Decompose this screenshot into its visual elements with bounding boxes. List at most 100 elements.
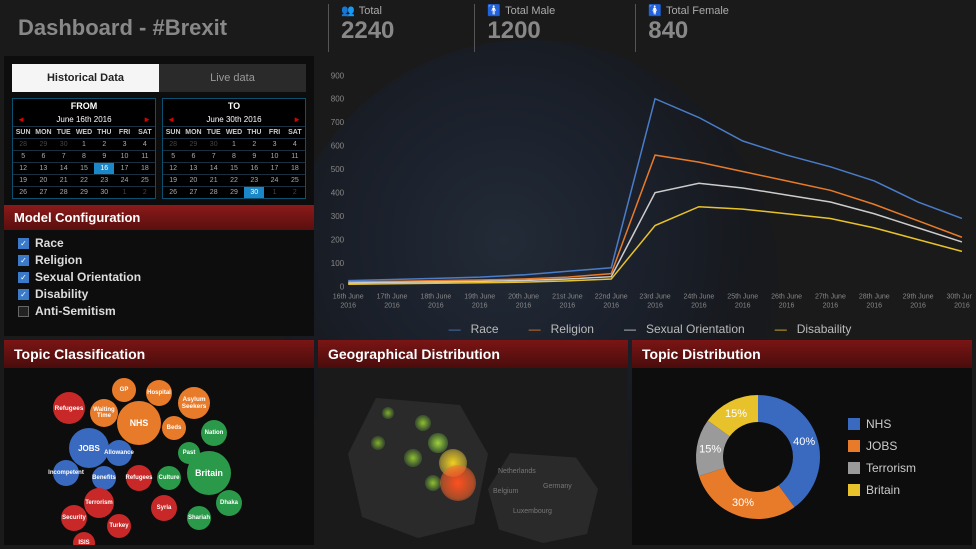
calendar-day[interactable]: 21 xyxy=(54,174,74,186)
bubble-gp[interactable]: GP xyxy=(112,378,136,402)
calendar-day[interactable]: 8 xyxy=(74,150,94,162)
calendar-day[interactable]: 13 xyxy=(183,162,203,174)
calendar-day[interactable]: 22 xyxy=(74,174,94,186)
bubble-nhs[interactable]: NHS xyxy=(117,401,161,445)
calendar-day[interactable]: 9 xyxy=(94,150,114,162)
checkbox-sexual-orientation[interactable]: Sexual Orientation xyxy=(18,270,300,284)
calendar-day[interactable]: 23 xyxy=(244,174,264,186)
calendar-day[interactable]: 3 xyxy=(114,138,134,150)
calendar-day[interactable]: 14 xyxy=(54,162,74,174)
calendar-day[interactable]: 26 xyxy=(163,186,183,198)
bubble-isis[interactable]: ISIS xyxy=(73,532,95,545)
bubble-past[interactable]: Past xyxy=(178,442,200,464)
calendar-day[interactable]: 24 xyxy=(264,174,284,186)
calendar-day[interactable]: 25 xyxy=(285,174,305,186)
calendar-day[interactable]: 28 xyxy=(54,186,74,198)
calendar-day[interactable]: 10 xyxy=(264,150,284,162)
calendar-day[interactable]: 7 xyxy=(204,150,224,162)
calendar-day[interactable]: 29 xyxy=(224,186,244,198)
calendar-day[interactable]: 19 xyxy=(163,174,183,186)
checkbox-anti-semitism[interactable]: Anti-Semitism xyxy=(18,304,300,318)
next-month-icon[interactable]: ► xyxy=(293,115,301,124)
bubble-turkey[interactable]: Turkey xyxy=(107,514,131,538)
calendar-day[interactable]: 5 xyxy=(13,150,33,162)
calendar-day[interactable]: 26 xyxy=(13,186,33,198)
tab-historical[interactable]: Historical Data xyxy=(12,64,159,92)
calendar-day[interactable]: 18 xyxy=(135,162,155,174)
legend-item-britain[interactable]: Britain xyxy=(848,483,916,497)
calendar-day[interactable]: 17 xyxy=(114,162,134,174)
calendar-day[interactable]: 3 xyxy=(264,138,284,150)
calendar-day[interactable]: 28 xyxy=(204,186,224,198)
calendar-day[interactable]: 2 xyxy=(94,138,114,150)
calendar-day[interactable]: 4 xyxy=(285,138,305,150)
donut-slice-jobs[interactable] xyxy=(699,467,794,518)
calendar-day[interactable]: 14 xyxy=(204,162,224,174)
calendar-day[interactable]: 22 xyxy=(224,174,244,186)
calendar-day[interactable]: 11 xyxy=(285,150,305,162)
bubble-security[interactable]: Security xyxy=(61,505,87,531)
calendar-day[interactable]: 24 xyxy=(114,174,134,186)
bubble-jobs[interactable]: JOBS xyxy=(69,428,109,468)
calendar-day[interactable]: 8 xyxy=(224,150,244,162)
legend-item-jobs[interactable]: JOBS xyxy=(848,439,916,453)
calendar-day[interactable]: 9 xyxy=(244,150,264,162)
calendar-day[interactable]: 30 xyxy=(94,186,114,198)
calendar-day[interactable]: 5 xyxy=(163,150,183,162)
bubble-refugees[interactable]: Refugees xyxy=(126,465,152,491)
checkbox-religion[interactable]: Religion xyxy=(18,253,300,267)
calendar-day[interactable]: 20 xyxy=(33,174,53,186)
next-month-icon[interactable]: ► xyxy=(143,115,151,124)
calendar-day[interactable]: 10 xyxy=(114,150,134,162)
checkbox-disability[interactable]: Disability xyxy=(18,287,300,301)
calendar-to[interactable]: TO◄June 30th 2016►SUNMONTUEWEDTHUFRISAT2… xyxy=(162,98,306,199)
bubble-allowance[interactable]: Allowance xyxy=(106,440,132,466)
bubble-benefits[interactable]: Benefits xyxy=(92,466,116,490)
bubble-incompetent[interactable]: Incompetent xyxy=(53,460,79,486)
calendar-day[interactable]: 18 xyxy=(285,162,305,174)
bubble-syria[interactable]: Syria xyxy=(151,495,177,521)
bubble-beds[interactable]: Beds xyxy=(162,416,186,440)
prev-month-icon[interactable]: ◄ xyxy=(17,115,25,124)
bubble-terrorism[interactable]: Terrorism xyxy=(84,488,114,518)
calendar-day[interactable]: 25 xyxy=(135,174,155,186)
bubble-shariah[interactable]: Shariah xyxy=(187,506,211,530)
calendar-day[interactable]: 11 xyxy=(135,150,155,162)
calendar-day[interactable]: 7 xyxy=(54,150,74,162)
calendar-day[interactable]: 16 xyxy=(94,162,114,174)
bubble-waiting-time[interactable]: Waiting Time xyxy=(90,399,118,427)
bubble-culture[interactable]: Culture xyxy=(157,466,181,490)
bubble-refugees[interactable]: Refugees xyxy=(53,392,85,424)
bubble-hospital[interactable]: Hospital xyxy=(146,380,172,406)
bubble-asylum-seekers[interactable]: Asylum Seekers xyxy=(178,387,210,419)
calendar-day[interactable]: 27 xyxy=(33,186,53,198)
calendar-day[interactable]: 1 xyxy=(74,138,94,150)
calendar-day[interactable]: 12 xyxy=(13,162,33,174)
prev-month-icon[interactable]: ◄ xyxy=(167,115,175,124)
calendar-day[interactable]: 20 xyxy=(183,174,203,186)
tab-live[interactable]: Live data xyxy=(159,64,306,92)
legend-item-nhs[interactable]: NHS xyxy=(848,417,916,431)
calendar-day[interactable]: 1 xyxy=(224,138,244,150)
calendar-day[interactable]: 4 xyxy=(135,138,155,150)
calendar-day[interactable]: 19 xyxy=(13,174,33,186)
calendar-day[interactable]: 27 xyxy=(183,186,203,198)
bubble-dhaka[interactable]: Dhaka xyxy=(216,490,242,516)
calendar-day[interactable]: 30 xyxy=(244,186,264,198)
calendar-day[interactable]: 6 xyxy=(183,150,203,162)
calendar-day[interactable]: 2 xyxy=(244,138,264,150)
calendar-day[interactable]: 12 xyxy=(163,162,183,174)
calendar-day[interactable]: 15 xyxy=(74,162,94,174)
calendar-day[interactable]: 17 xyxy=(264,162,284,174)
donut-slice-nhs[interactable] xyxy=(758,395,820,507)
calendar-day[interactable]: 29 xyxy=(74,186,94,198)
calendar-day[interactable]: 6 xyxy=(33,150,53,162)
bubble-nation[interactable]: Nation xyxy=(201,420,227,446)
calendar-day[interactable]: 13 xyxy=(33,162,53,174)
checkbox-race[interactable]: Race xyxy=(18,236,300,250)
calendar-day[interactable]: 16 xyxy=(244,162,264,174)
legend-item-terrorism[interactable]: Terrorism xyxy=(848,461,916,475)
calendar-day[interactable]: 23 xyxy=(94,174,114,186)
calendar-from[interactable]: FROM◄June 16th 2016►SUNMONTUEWEDTHUFRISA… xyxy=(12,98,156,199)
calendar-day[interactable]: 21 xyxy=(204,174,224,186)
